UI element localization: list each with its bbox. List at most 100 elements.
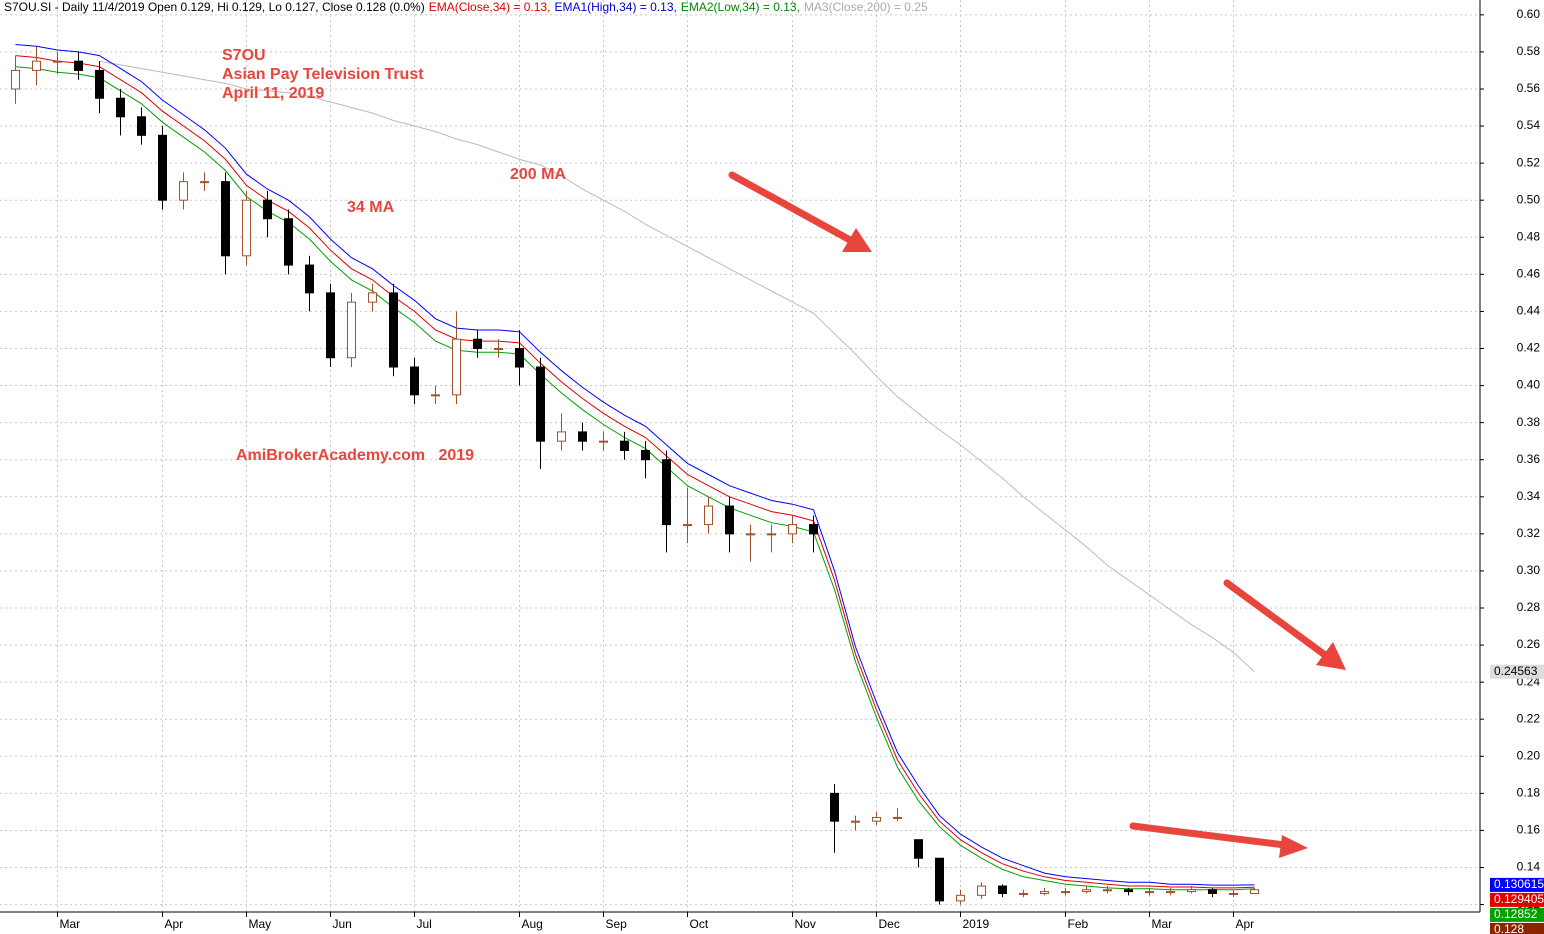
y-tick-label: 0.38	[1517, 415, 1541, 429]
candle-body	[137, 116, 146, 136]
candle-body	[620, 440, 629, 451]
candle-body	[977, 885, 986, 896]
x-tick-label: Apr	[165, 917, 184, 931]
candle-body	[641, 449, 650, 461]
header-segment: MA3(Close,200) = 0.25	[804, 0, 928, 14]
y-tick-label: 0.40	[1517, 378, 1541, 392]
x-tick-label: 2019	[963, 917, 990, 931]
candle-body	[431, 394, 440, 397]
x-tick-label: Aug	[522, 917, 543, 931]
candle-body	[788, 524, 797, 535]
candle-body	[74, 60, 83, 71]
x-tick-label: Oct	[690, 917, 709, 931]
candle-body	[746, 533, 755, 536]
arrow	[728, 171, 854, 244]
y-tick-label: 0.36	[1517, 452, 1541, 466]
arrow	[1129, 822, 1289, 849]
candle-body	[599, 440, 608, 443]
y-tick-label: 0.30	[1517, 563, 1541, 577]
candle-body	[767, 533, 776, 536]
candle-body	[32, 60, 41, 71]
candle-body	[1166, 891, 1175, 894]
candle-body	[662, 459, 671, 526]
x-tick-label: Sep	[606, 917, 628, 931]
price-tag-label: 0.128	[1494, 922, 1524, 934]
candle-body	[536, 366, 545, 442]
price-tag	[1490, 664, 1544, 679]
y-tick-label: 0.56	[1517, 81, 1541, 95]
annotation: 34 MA	[347, 199, 395, 216]
price-tag	[1490, 922, 1544, 934]
lines	[15, 44, 1255, 891]
x-tick-label: Jul	[417, 917, 432, 931]
x-tick-label: Nov	[795, 917, 816, 931]
candle-body	[1229, 892, 1238, 895]
y-tick-label: 0.34	[1517, 489, 1541, 503]
candle-body	[95, 69, 104, 99]
candle-body	[179, 181, 188, 201]
candle-body	[494, 347, 503, 350]
candle-body	[326, 292, 335, 359]
header-segment: EMA(Close,34) = 0.13,	[429, 0, 551, 14]
price-tag-label: 0.24563	[1494, 664, 1538, 678]
candle-body	[830, 792, 839, 822]
x-tick-label: Jun	[333, 917, 352, 931]
candle-body	[578, 431, 587, 442]
candle-body	[515, 347, 524, 368]
candle-body	[284, 218, 293, 266]
y-tick-label: 0.14	[1517, 860, 1541, 874]
arrowhead	[1316, 642, 1346, 670]
candle-body	[158, 134, 167, 201]
candle-body	[872, 816, 881, 822]
candle-body	[914, 839, 923, 859]
line-series	[15, 44, 1255, 886]
annotation: AmiBrokerAcademy.com 2019	[236, 447, 474, 464]
candle-body	[242, 199, 251, 257]
annotation: 200 MA	[510, 166, 566, 183]
candle-body	[53, 60, 62, 63]
candle-body	[1145, 891, 1154, 894]
candle-body	[557, 431, 566, 442]
x-tick-label: Mar	[1152, 917, 1173, 931]
candle-body	[116, 97, 125, 118]
candle-body	[683, 524, 692, 527]
line-series	[15, 55, 1255, 889]
candle-body	[809, 524, 818, 535]
candle-body	[1040, 891, 1049, 894]
y-tick-label: 0.26	[1517, 637, 1541, 651]
line-series	[99, 60, 1255, 673]
candle-body	[1019, 892, 1028, 895]
x-tick-label: Dec	[879, 917, 900, 931]
candle-body	[221, 181, 230, 257]
line-series	[15, 66, 1255, 891]
candle-body	[1103, 889, 1112, 892]
candle-body	[452, 338, 461, 396]
y-tick-label: 0.18	[1517, 786, 1541, 800]
y-tick-label: 0.16	[1517, 823, 1541, 837]
y-tick-label: 0.54	[1517, 118, 1541, 132]
candle-body	[851, 820, 860, 823]
candle-body	[263, 199, 272, 220]
x-tick-label: May	[249, 917, 272, 931]
price-tag-label: 0.130615	[1494, 877, 1544, 891]
annotation: S7OU	[222, 47, 266, 64]
candle-body	[935, 857, 944, 902]
arrow	[1223, 579, 1329, 659]
candle-body	[200, 181, 209, 184]
candle-body	[368, 292, 377, 303]
y-tick-label: 0.60	[1517, 7, 1541, 21]
price-tag	[1490, 877, 1544, 892]
y-tick-label: 0.28	[1517, 600, 1541, 614]
header-segment: EMA1(High,34) = 0.13,	[554, 0, 676, 14]
candle-body	[1082, 889, 1091, 893]
y-tick-label: 0.44	[1517, 304, 1541, 318]
y-tick-label: 0.52	[1517, 155, 1541, 169]
candle-body	[305, 264, 314, 294]
candle-body	[410, 366, 419, 396]
x-tick-label: Feb	[1068, 917, 1089, 931]
annotation: Asian Pay Television Trust	[222, 66, 424, 83]
x-tick-label: Mar	[60, 917, 81, 931]
